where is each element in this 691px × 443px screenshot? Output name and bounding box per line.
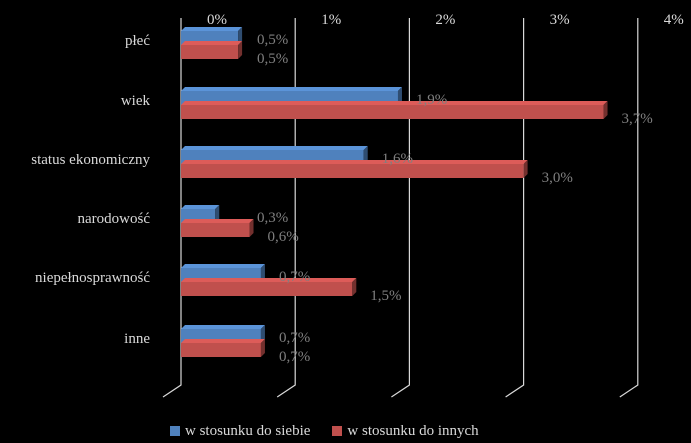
tick-label-0: 0%: [207, 12, 227, 28]
gridline-2: [391, 18, 410, 398]
bar-top-face: [181, 101, 608, 105]
legend-label-series-1: w stosunku do siebie: [185, 422, 311, 439]
data-label: 0,5%: [257, 51, 288, 67]
tick-label-2: 2%: [435, 12, 455, 28]
tick-label-3: 3%: [550, 12, 570, 28]
bar-others-0: [181, 41, 243, 59]
bar-side-face: [260, 339, 265, 357]
bar-side-face: [363, 146, 368, 164]
bar-others-1: [181, 101, 608, 119]
bar-others-5: [181, 339, 265, 357]
bar-others-3: [181, 219, 254, 237]
category-label: płeć: [125, 33, 150, 49]
bar-side-face: [238, 41, 243, 59]
legend-swatch-series-1: [170, 426, 180, 436]
bar-top-face: [181, 264, 265, 268]
bar-side-face: [603, 101, 608, 119]
gridline-3: [505, 18, 525, 398]
data-label: 3,7%: [622, 111, 653, 127]
gridlines: [162, 18, 639, 398]
bar-front-face: [181, 223, 250, 237]
tick-label-4: 4%: [664, 12, 684, 28]
bar-top-face: [181, 325, 265, 329]
bar-side-face: [397, 87, 402, 105]
bar-top-face: [181, 160, 528, 164]
bars: [181, 27, 608, 357]
category-label: narodowość: [78, 211, 151, 227]
gridline-1: [276, 18, 296, 398]
x-axis-tick-labels: 0% 1% 2% 3% 4%: [207, 12, 684, 28]
bar-side-face: [260, 325, 265, 343]
legend-item-series-2[interactable]: w stosunku do innych: [332, 422, 479, 440]
legend-item-series-1[interactable]: w stosunku do siebie: [170, 423, 310, 440]
bar-top-face: [181, 27, 243, 31]
legend-swatch-series-2: [332, 426, 343, 436]
bar-top-face: [181, 278, 357, 282]
bar-side-face: [523, 160, 528, 178]
bar-top-face: [181, 41, 243, 45]
bar-side-face: [352, 278, 357, 296]
data-label: 0,5%: [257, 32, 288, 48]
data-label: 1,6%: [382, 151, 413, 167]
bar-top-face: [181, 219, 254, 223]
bar-others-2: [181, 160, 528, 178]
bar-front-face: [181, 282, 353, 296]
bar-side-face: [260, 264, 265, 282]
category-label: wiek: [121, 93, 151, 109]
bar-top-face: [181, 205, 220, 209]
bar-top-face: [181, 87, 402, 91]
bar-side-face: [249, 219, 254, 237]
data-label: 3,0%: [542, 170, 573, 186]
legend-label-series-2: w stosunku do innych: [347, 422, 479, 439]
category-label: niepełnosprawność: [35, 270, 150, 286]
data-label: 0,7%: [279, 269, 310, 285]
data-label: 0,6%: [268, 229, 299, 245]
tick-label-1: 1%: [321, 12, 341, 28]
data-label: 0,7%: [279, 330, 310, 346]
data-label: 0,7%: [279, 349, 310, 365]
bar-top-face: [181, 339, 265, 343]
bar-front-face: [181, 343, 261, 357]
gridline-0: [162, 18, 182, 398]
data-label: 0,3%: [257, 210, 288, 226]
bar-side-face: [215, 205, 220, 223]
bar-others-4: [181, 278, 357, 296]
data-labels: 0,5% 1,9% 1,6% 0,3% 0,7% 0,7% 0,5% 3,7% 3,0% 0,6%…: [257, 32, 653, 365]
category-label: status ekonomiczny: [31, 152, 150, 168]
legend: w stosunku do siebie w stosunku do innyc…: [170, 420, 479, 442]
category-label: inne: [124, 331, 150, 347]
data-label: 1,9%: [416, 92, 447, 108]
gridline-4: [619, 18, 639, 398]
bar-front-face: [181, 105, 604, 119]
bar-front-face: [181, 45, 239, 59]
bar-front-face: [181, 164, 524, 178]
bar-top-face: [181, 146, 368, 150]
bar-side-face: [238, 27, 243, 45]
category-labels: płeć wiek status ekonomiczny narodowość niep…: [31, 33, 150, 347]
data-label: 1,5%: [370, 288, 401, 304]
